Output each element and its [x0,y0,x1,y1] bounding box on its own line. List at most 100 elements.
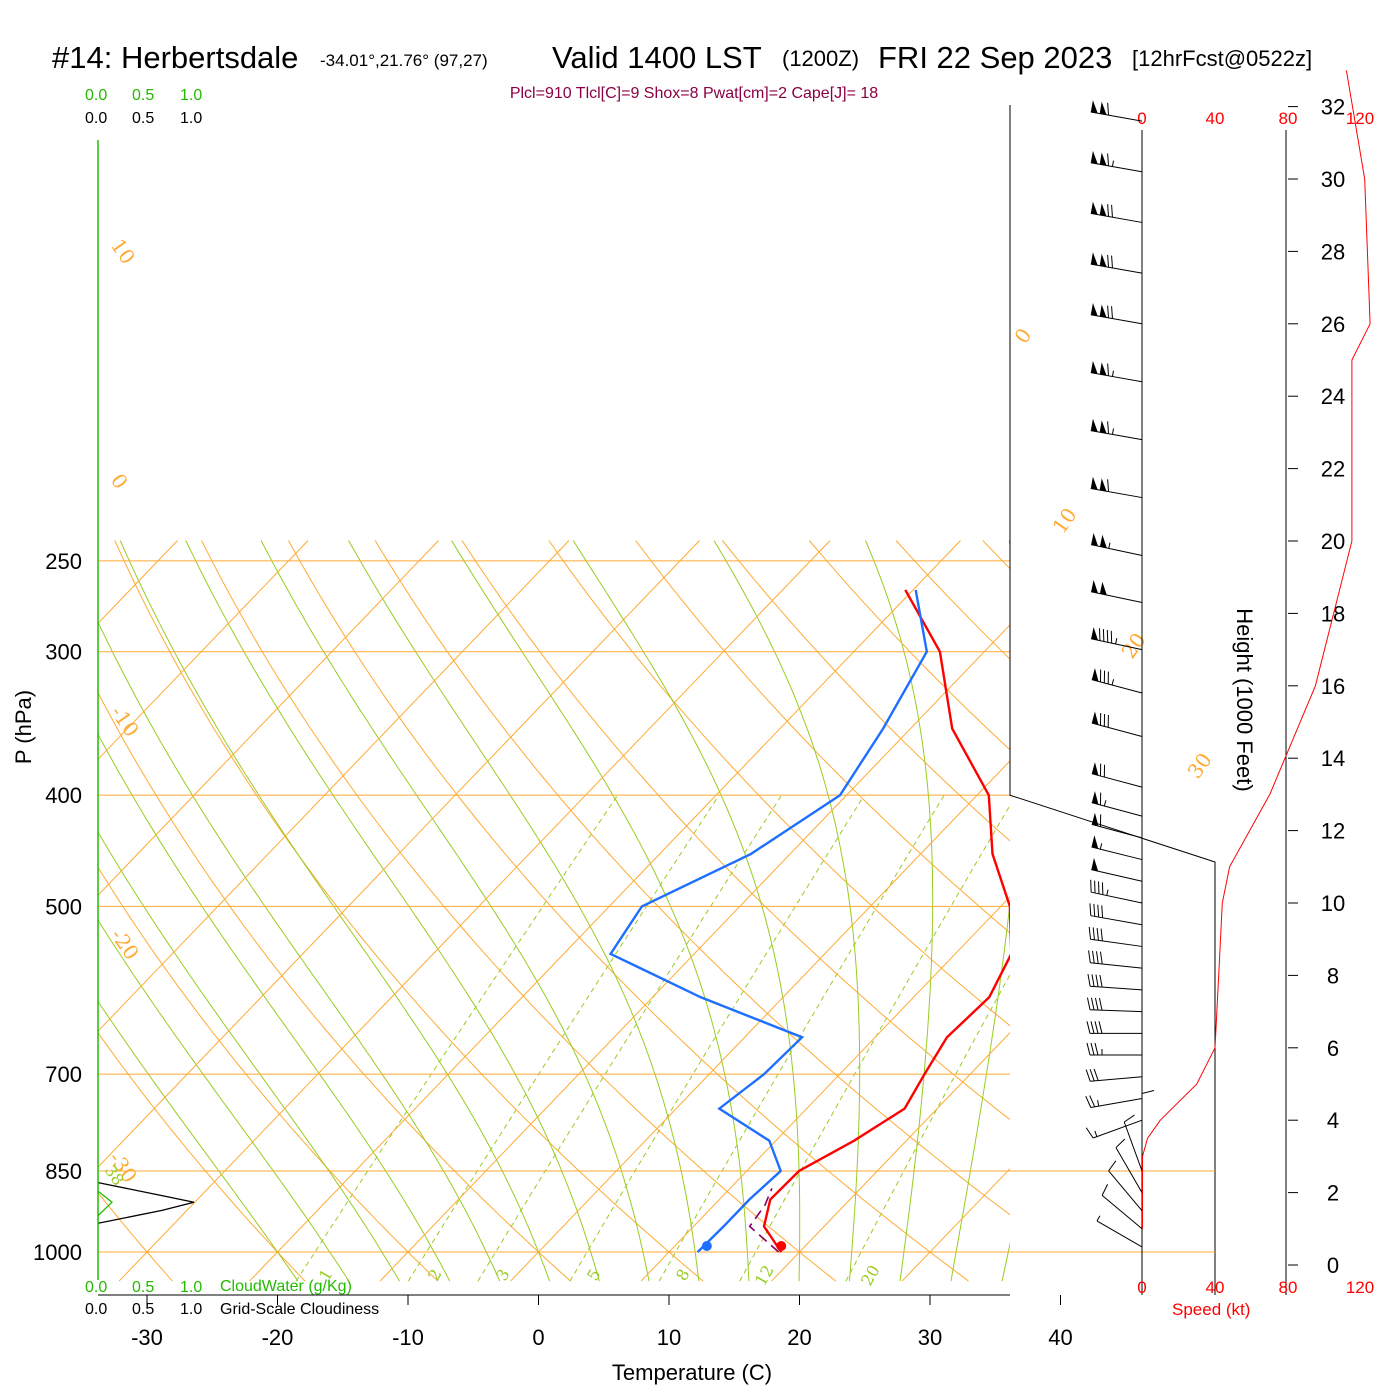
wind-barb-staff [1091,544,1143,556]
wind-barb-flag [1091,791,1099,805]
speed-tick-label-bottom: 0 [1137,1278,1146,1297]
cloudiness-scale-bottom-0: 0.0 [85,1301,107,1318]
isotherm-label: 10 [1047,503,1081,538]
wind-barb-feather [1094,1042,1099,1056]
wind-barb-half-feather [1111,679,1115,686]
wind-barb-flag [1091,532,1098,547]
dry-adiabat-line [722,540,1010,842]
moist-adiabat-line [98,621,501,1282]
wind-barb-feather [1100,928,1103,941]
dry-adiabat-line [98,1191,173,1282]
pressure-tick-label: 500 [45,894,82,919]
wind-barb [1115,1138,1143,1193]
dry-adiabat-line [1156,541,1400,1282]
valid-date: FRI 22 Sep 2023 [878,40,1112,75]
wind-barb [1090,418,1143,441]
wind-barb-half-feather [1111,160,1114,167]
wind-barb [1090,303,1143,325]
height-tick-label: 30 [1321,167,1345,192]
wind-barb-feather [1107,204,1110,217]
wind-barb-staff [1091,591,1143,604]
mixing-ratio-line [407,794,720,1282]
mixing-ratio-line [739,804,1010,1282]
isotherm-line [640,896,1010,1282]
wind-barb [1085,1119,1143,1139]
wind-barb-half-feather [1096,1215,1101,1222]
speed-tick-label-bottom: 120 [1346,1278,1374,1297]
pressure-tick-label: 400 [45,783,82,808]
wind-barb-staff [1090,1076,1143,1082]
wind-barb-feather [1141,1090,1155,1095]
height-tick-label: 4 [1327,1108,1339,1133]
cloudiness-scale-bottom-1: 0.5 [132,1301,154,1318]
dry-adiabat-line [114,540,704,1282]
isotherm-line [249,540,961,1282]
wind-barb-feather [1094,997,1099,1011]
x-tick-label: 20 [787,1325,811,1350]
isotherm-line [98,540,309,761]
moist-adiabat-line [1001,1241,1010,1282]
wind-barb-staff [1091,869,1143,882]
wind-barb-half-feather [1108,542,1111,549]
dry-adiabat-line [98,691,571,1282]
wind-barb-feather [1086,1042,1091,1056]
wind-barb-staff [1091,722,1143,737]
y-axis-title: P (hPa) [11,690,36,764]
wind-barb-feather [1096,951,1099,964]
dry-adiabat-line [461,540,1010,1121]
dry-adiabats [98,540,1400,1282]
speed-tick-label-top: 40 [1206,109,1225,128]
wind-barb-flag [1091,668,1099,682]
wind-barb-staff [1090,962,1143,969]
wind-barb-flag [1099,203,1107,217]
wind-barb-feather [1107,254,1110,268]
isotherm-line [379,624,1010,1282]
x-tick-label: -20 [262,1325,294,1350]
wind-barb-flag [1090,100,1098,114]
wind-barb-staff [1091,679,1143,694]
moist-adiabat-line [98,919,350,1282]
cloudwater-legend: CloudWater (g/Kg) [220,1278,352,1295]
wind-barb [1091,762,1143,788]
wind-barb-staff [1090,111,1143,122]
wind-barb-feather [1085,1069,1091,1082]
wind-barb-flag [1099,581,1107,596]
wind-barb-flag [1091,762,1099,776]
moist-adiabat-line [98,733,451,1282]
x-axis-title: Temperature (C) [612,1360,772,1385]
wind-barb-flag [1090,418,1098,432]
isotherm-label: 0 [106,469,133,493]
wind-barb-feather [1101,1184,1109,1196]
height-tick-label: 0 [1327,1253,1339,1278]
cloudwater-scale-2: 1.0 [180,87,202,104]
wind-barb-half-feather [1111,428,1114,435]
moist-adiabat-line [185,540,600,1282]
wind-barb-feather [1099,974,1103,988]
wind-barb-feather [1093,904,1096,917]
wind-barb-half-feather [1097,1100,1100,1107]
wind-barb-half-feather [1106,889,1109,896]
wind-barb-staff [1090,915,1143,926]
dry-adiabat-line [548,540,1010,1027]
wind-barb-flag [1091,711,1099,725]
wind-barb [1090,360,1143,383]
wind-barb-flag [1091,580,1098,594]
height-tick-label: 2 [1327,1181,1339,1206]
height-tick-label: 16 [1321,674,1345,699]
mixing-ratio-label: 12 [751,1262,778,1289]
pressure-tick-label: 700 [45,1062,82,1087]
pressure-tick-label: 250 [45,549,82,574]
wind-barb [1090,201,1143,223]
isotherm-label: 30 [1182,748,1216,783]
cloud-scale-bottom: 0.0 0.5 1.0 CloudWater (g/Kg) 0.0 0.5 1.… [85,1278,379,1318]
moist-adiabat-line [865,540,934,1282]
cloudiness-scale-1: 0.5 [132,110,154,127]
wind-barb-staff [1092,1119,1143,1139]
moist-adiabat-line [1053,541,1235,1282]
isobars [98,560,1010,1253]
wind-barb-feather [1088,950,1091,963]
forecast-info: [12hrFcst@0522z] [1132,46,1312,71]
sounding-parameters: Plcl=910 Tlcl[C]=9 Shox=8 Pwat[cm]=2 Cap… [510,85,878,102]
wind-barb-feather [1086,1021,1091,1034]
station-coords: -34.01°,21.76° (97,27) [320,51,488,70]
